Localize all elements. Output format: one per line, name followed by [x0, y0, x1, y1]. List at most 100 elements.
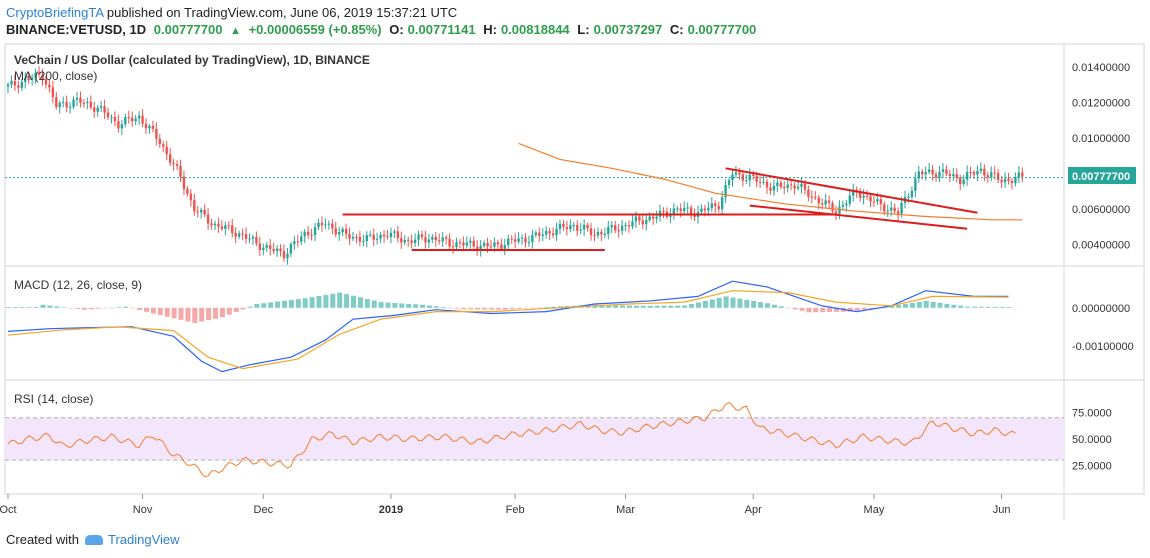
macd-histogram-bar: [702, 300, 708, 308]
candle-body: [362, 241, 365, 243]
candle-body: [120, 124, 124, 129]
candle-body: [565, 227, 569, 230]
macd-histogram-bar: [737, 298, 743, 308]
candle-body: [917, 171, 920, 179]
candle-body: [327, 223, 331, 225]
macd-histogram-bar: [420, 304, 425, 308]
macd-histogram-bar: [868, 307, 874, 309]
macd-histogram-bar: [275, 301, 281, 308]
candle-body: [472, 240, 475, 247]
candle-body: [945, 169, 948, 174]
candle-body: [469, 240, 472, 243]
author-link[interactable]: CryptoBriefingTA: [6, 5, 104, 20]
macd-histogram-bar: [440, 307, 446, 308]
candle-body: [610, 225, 613, 228]
macd-histogram-bar: [854, 307, 860, 311]
macd-histogram-bar: [903, 303, 908, 308]
candle-body: [862, 195, 865, 198]
macd-histogram-bar: [730, 297, 736, 308]
candle-body: [717, 206, 720, 210]
open-label: O:: [389, 22, 404, 37]
candle-body: [262, 247, 265, 250]
candle-body: [389, 232, 393, 238]
candle-body: [386, 236, 389, 238]
chart-canvas[interactable]: 0.01400000 0.01200000 0.01000000 0.00600000…: [0, 0, 1150, 528]
macd-tick-label: 0.00000000: [1072, 303, 1130, 315]
candle-body: [99, 106, 103, 108]
candle-body: [220, 226, 224, 229]
low-value: 0.00737297: [593, 22, 663, 37]
candle-body: [517, 238, 520, 242]
candle-body: [300, 236, 303, 242]
candle-body: [752, 174, 755, 176]
signal-line: [7, 290, 1009, 370]
price-tick-label: 0.00600000: [1072, 204, 1130, 216]
macd-histogram-bar: [765, 303, 770, 308]
macd-histogram-bar: [68, 307, 74, 309]
candle-body: [520, 237, 524, 239]
macd-histogram-bar: [889, 305, 895, 308]
candle-body: [593, 235, 596, 237]
candle-body: [306, 231, 310, 236]
macd-histogram-bar: [102, 307, 108, 309]
candle-body: [282, 251, 286, 259]
candle-body: [669, 214, 672, 217]
candle-body: [1010, 180, 1014, 184]
candle-body: [251, 237, 255, 239]
candle-body: [831, 203, 834, 212]
candle-body: [272, 248, 275, 252]
candle-body: [817, 197, 820, 204]
candle-body: [482, 242, 486, 246]
ma-line: [518, 142, 1023, 221]
candle-body: [607, 227, 610, 234]
candle-body: [62, 102, 65, 104]
candle-body: [168, 154, 172, 163]
high-value: 0.00818844: [500, 22, 570, 37]
candle-body: [786, 184, 789, 189]
time-tick-label: Nov: [133, 504, 153, 516]
candle-body: [1017, 172, 1021, 178]
macd-histogram-bar: [33, 307, 39, 308]
candle-body: [89, 101, 92, 108]
candle-body: [206, 214, 210, 224]
candle-body: [941, 169, 945, 172]
macd-histogram-bar: [771, 304, 777, 308]
candle-body: [493, 242, 496, 247]
candle-body: [507, 238, 510, 246]
open-value: 0.00771141: [407, 22, 476, 37]
candle-body: [213, 223, 217, 226]
candle-body: [634, 216, 638, 222]
candle-body: [555, 228, 558, 236]
candle-body: [727, 180, 731, 186]
last-price-badge: [1068, 167, 1136, 184]
tradingview-brand[interactable]: TradingView: [108, 532, 180, 547]
candle-body: [286, 253, 289, 259]
candle-body: [876, 199, 879, 202]
macd-histogram-bar: [723, 296, 729, 308]
candle-body: [814, 196, 817, 198]
candle-body: [921, 171, 924, 175]
candle-body: [82, 102, 86, 104]
candle-body: [755, 175, 758, 182]
candle-body: [758, 181, 762, 183]
candle-body: [510, 238, 513, 240]
tradingview-logo-icon: [84, 535, 103, 545]
candle-body: [27, 78, 30, 81]
macd-histogram-bar: [937, 302, 943, 308]
macd-histogram-bar: [606, 305, 612, 308]
rsi-band: [5, 417, 1064, 461]
candle-body: [1000, 179, 1003, 183]
macd-histogram-bar: [233, 307, 239, 312]
macd-histogram-bar: [351, 295, 356, 308]
candle-body: [569, 225, 572, 230]
macd-histogram-bar: [309, 297, 315, 308]
candle-body: [189, 193, 193, 201]
candle-body: [141, 115, 144, 124]
candle-body: [824, 200, 827, 205]
macd-histogram-bar: [164, 307, 170, 317]
candle-body: [379, 234, 382, 239]
macd-histogram-bar: [834, 307, 839, 312]
candle-body: [393, 231, 396, 233]
candle-body: [310, 235, 313, 237]
macd-histogram-bar: [185, 307, 191, 322]
